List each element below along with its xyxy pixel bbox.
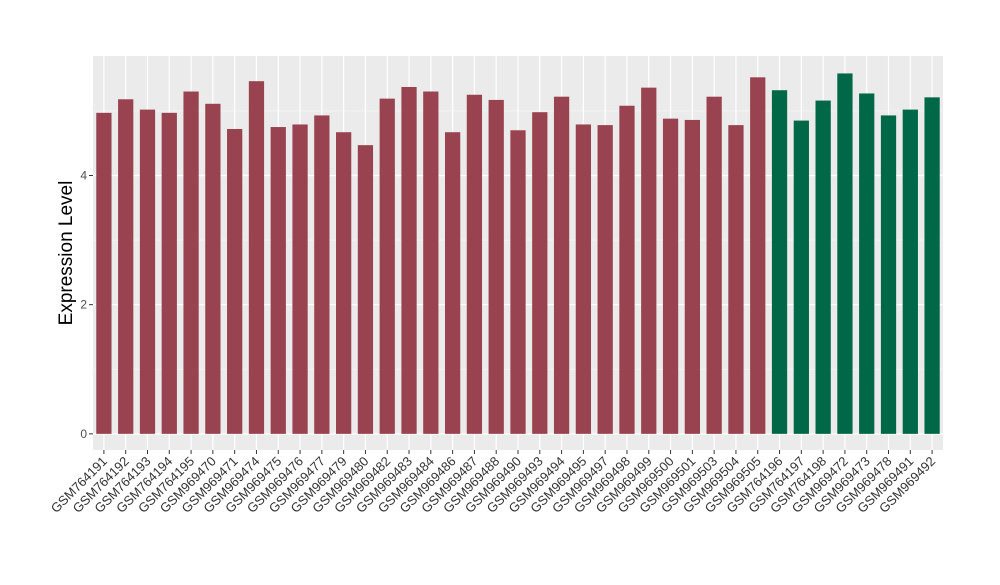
bar [466, 94, 483, 434]
bar [139, 109, 156, 434]
bar [553, 96, 570, 434]
bar [248, 81, 265, 434]
bar [924, 97, 940, 434]
bar [793, 120, 809, 434]
bar [161, 112, 177, 434]
y-tick-label: 2 [80, 298, 87, 312]
bar [314, 115, 330, 434]
bar [205, 103, 221, 434]
x-axis: GSM764191GSM764192GSM764193GSM764194GSM7… [48, 450, 938, 516]
bar [597, 125, 613, 434]
bars [96, 73, 940, 434]
bar [859, 93, 875, 434]
bar [379, 98, 395, 434]
bar [750, 77, 766, 434]
bar [336, 132, 352, 434]
bar [880, 115, 897, 434]
bar [183, 91, 199, 434]
bar [118, 99, 134, 434]
bar [837, 73, 853, 434]
bar [292, 124, 308, 434]
bar [423, 91, 439, 434]
bar [619, 105, 635, 434]
bar [488, 99, 504, 434]
bar [357, 145, 374, 434]
bar [771, 90, 788, 434]
bar [641, 87, 657, 434]
bar [575, 124, 592, 434]
bar [815, 100, 831, 434]
bar [706, 96, 722, 434]
bar [227, 128, 243, 434]
y-tick-label: 4 [80, 168, 87, 182]
bar [684, 119, 700, 434]
bar [728, 125, 744, 434]
bar [444, 132, 461, 434]
y-tick-label: 0 [80, 427, 87, 441]
y-axis-title: Expression Level [56, 181, 77, 326]
bar [510, 130, 526, 434]
bar [270, 127, 286, 434]
bar [532, 112, 548, 434]
bar [662, 118, 679, 434]
bar [96, 112, 112, 434]
bar [902, 109, 918, 434]
y-axis: 0 2 4 [80, 168, 93, 441]
bar [401, 87, 417, 434]
